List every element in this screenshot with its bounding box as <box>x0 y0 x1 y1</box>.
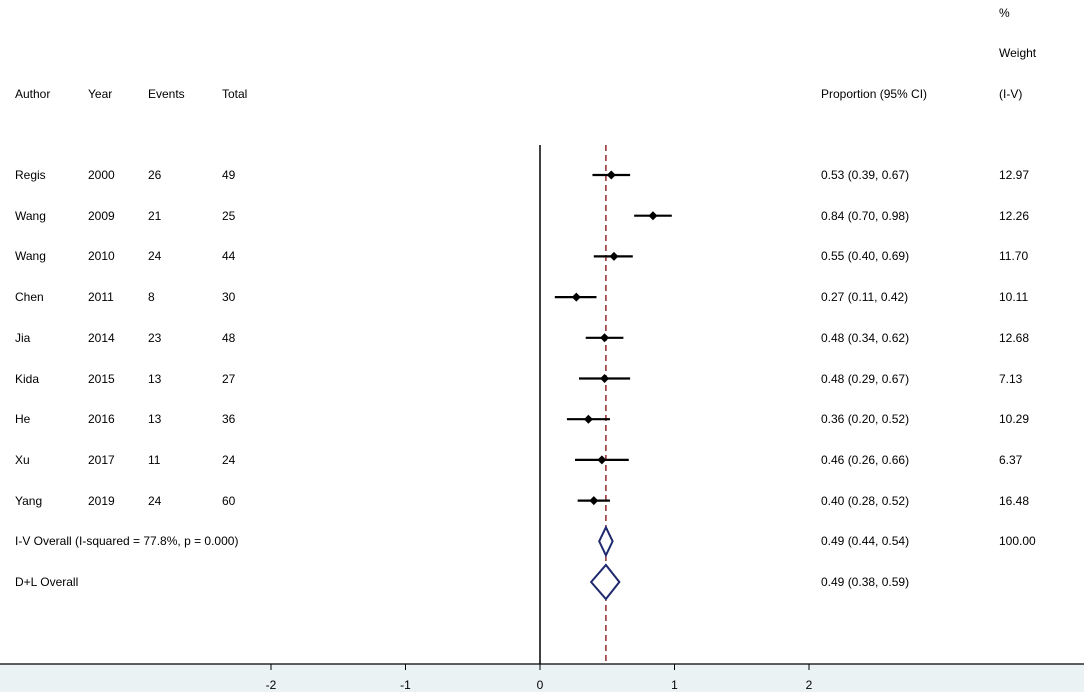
study-point-marker <box>597 455 607 465</box>
overall-diamond <box>598 524 614 558</box>
study-ci-text: 0.84 (0.70, 0.98) <box>821 208 910 223</box>
study-events: 26 <box>148 168 162 182</box>
study-author: Chen <box>15 290 44 305</box>
study-year: 2017 <box>88 452 115 467</box>
study-total: 24 <box>222 452 236 467</box>
study-ci-text: 0.48 (0.29, 0.67) <box>821 371 910 386</box>
x-tick-label: 0 <box>536 678 544 692</box>
study-author: Yang <box>15 493 43 508</box>
study-weight: 12.68 <box>999 330 1030 345</box>
header-year: Year <box>88 87 113 101</box>
study-point-marker <box>589 496 599 506</box>
study-point-marker <box>571 292 581 302</box>
study-ci-text: 0.46 (0.26, 0.66) <box>821 452 910 467</box>
study-weight: 12.97 <box>999 168 1030 182</box>
study-ci-text: 0.53 (0.39, 0.67) <box>821 168 910 182</box>
overall-ci-text: 0.49 (0.38, 0.59) <box>821 575 910 589</box>
study-total: 49 <box>222 168 236 182</box>
study-weight: 10.29 <box>999 412 1030 427</box>
study-events: 8 <box>148 290 155 305</box>
study-events: 24 <box>148 249 162 264</box>
header-weight-line3: (I-V) <box>999 87 1023 101</box>
study-weight: 10.11 <box>999 290 1029 305</box>
study-author: Kida <box>15 371 40 386</box>
study-point-marker <box>606 170 616 180</box>
study-total: 27 <box>222 371 236 386</box>
study-year: 2010 <box>88 249 115 264</box>
study-year: 2000 <box>88 168 115 182</box>
study-point-marker <box>609 251 619 261</box>
x-tick-label: -1 <box>400 678 411 692</box>
study-year: 2019 <box>88 493 115 508</box>
study-point-marker <box>600 333 610 343</box>
study-point-marker <box>600 374 610 383</box>
overall-ci-text: 0.49 (0.44, 0.54) <box>821 534 910 549</box>
header-events: Events <box>148 87 185 101</box>
study-ci-text: 0.48 (0.34, 0.62) <box>821 330 910 345</box>
study-author: Wang <box>15 208 46 223</box>
x-tick-label: 2 <box>805 678 813 692</box>
study-events: 21 <box>148 208 162 223</box>
study-ci-text: 0.55 (0.40, 0.69) <box>821 249 910 264</box>
study-author: Wang <box>15 249 46 264</box>
study-weight: 16.48 <box>999 493 1030 508</box>
study-events: 13 <box>148 412 162 427</box>
overall-diamond <box>589 563 621 601</box>
study-total: 36 <box>222 412 236 427</box>
axis-background <box>0 664 1084 692</box>
study-events: 24 <box>148 493 162 508</box>
study-author: Jia <box>15 330 31 345</box>
study-year: 2016 <box>88 412 115 427</box>
study-year: 2014 <box>88 330 115 345</box>
study-total: 30 <box>222 290 236 305</box>
study-author: Xu <box>15 452 30 467</box>
header-weight-line1: % <box>999 6 1010 20</box>
study-weight: 6.37 <box>999 452 1023 467</box>
overall-label: D+L Overall <box>15 575 79 589</box>
overall-label: I-V Overall (I-squared = 77.8%, p = 0.00… <box>15 534 239 549</box>
study-weight: 11.70 <box>999 249 1029 264</box>
header-proportion: Proportion (95% CI) <box>821 87 928 101</box>
study-point-marker <box>583 414 593 424</box>
study-events: 13 <box>148 371 162 386</box>
study-events: 23 <box>148 330 162 345</box>
study-total: 25 <box>222 208 236 223</box>
study-weight: 12.26 <box>999 208 1030 223</box>
study-ci-text: 0.40 (0.28, 0.52) <box>821 493 910 508</box>
study-total: 60 <box>222 493 236 508</box>
study-ci-text: 0.36 (0.20, 0.52) <box>821 412 910 427</box>
study-total: 44 <box>222 249 236 264</box>
study-events: 11 <box>148 452 161 467</box>
study-year: 2009 <box>88 208 115 223</box>
header-total: Total <box>222 87 248 101</box>
x-tick-label: -2 <box>265 678 277 692</box>
header-author: Author <box>15 87 51 101</box>
study-year: 2011 <box>88 290 114 305</box>
study-year: 2015 <box>88 371 115 386</box>
study-ci-text: 0.27 (0.11, 0.42) <box>821 290 909 305</box>
study-point-marker <box>648 211 658 221</box>
study-weight: 7.13 <box>999 371 1023 386</box>
header-weight-line2: Weight <box>999 46 1037 60</box>
overall-weight: 100.00 <box>999 534 1036 549</box>
x-tick-label: 1 <box>671 678 678 692</box>
study-author: He <box>15 412 31 427</box>
study-author: Regis <box>15 168 46 182</box>
study-total: 48 <box>222 330 236 345</box>
